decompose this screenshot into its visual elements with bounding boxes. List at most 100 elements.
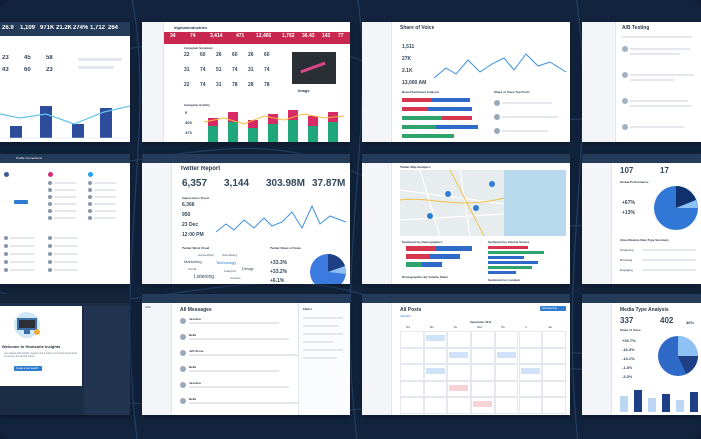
calendar-day[interactable] (423, 347, 448, 365)
calendar-day[interactable] (447, 364, 472, 381)
calendar-day[interactable] (542, 331, 566, 348)
calendar-day[interactable] (400, 331, 424, 348)
profile-name-placeholder[interactable] (94, 182, 116, 184)
scheduled-post[interactable] (496, 351, 516, 358)
profile-name-placeholder[interactable] (54, 261, 78, 263)
calendar-day[interactable] (400, 380, 424, 398)
scheduled-post[interactable] (425, 335, 445, 341)
create-search-button[interactable]: Create a new search (14, 366, 42, 371)
row-values (642, 249, 696, 251)
calendar-day[interactable] (423, 331, 448, 348)
cloud-word: Analytics (224, 269, 237, 273)
profile-name-placeholder[interactable] (54, 217, 76, 219)
scheduled-post[interactable] (449, 384, 469, 391)
stat-value: 1,511 (402, 44, 415, 50)
profile-avatar (88, 188, 92, 192)
panel-profile-connections[interactable]: Profile Connections (0, 154, 130, 284)
schedule-post-button[interactable]: Schedule Post (540, 306, 566, 311)
calendar-day[interactable] (542, 364, 566, 381)
bar (40, 106, 52, 138)
calendar-day[interactable] (518, 380, 543, 398)
panel-all-posts[interactable]: All Posts Schedule Post Calendar Septemb… (362, 294, 570, 415)
message-text[interactable] (189, 322, 279, 324)
message-sender: Bella (189, 365, 197, 369)
calendar-day[interactable] (447, 380, 472, 398)
tab-calendar[interactable]: Calendar (400, 315, 411, 318)
panel-welcome[interactable]: Welcome to Hootsuite Insights Get starte… (0, 294, 130, 415)
scheduled-post[interactable] (449, 351, 469, 358)
calendar-day[interactable] (447, 347, 472, 365)
message-text[interactable] (189, 402, 299, 404)
profile-name-placeholder[interactable] (54, 189, 76, 191)
panel-overview-chart[interactable]: 26.9 1,109 971K 21.2K 274% 1,712 264 23 … (0, 22, 130, 142)
calendar-day[interactable] (494, 397, 519, 414)
calendar-day[interactable] (471, 397, 495, 414)
profile-name-placeholder[interactable] (54, 196, 76, 198)
profile-name-placeholder[interactable] (94, 210, 116, 212)
profile-name-placeholder[interactable] (10, 261, 34, 263)
calendar-day[interactable] (494, 347, 519, 365)
calendar-day[interactable] (471, 347, 495, 365)
calendar-day[interactable] (423, 397, 448, 414)
profile-name-placeholder[interactable] (54, 210, 76, 212)
calendar-day[interactable] (494, 364, 519, 381)
panel-global-performance[interactable]: 107 17 Global Performance +67% +13% Clas… (582, 154, 701, 284)
profile-name-placeholder[interactable] (10, 237, 34, 239)
profile-name-placeholder[interactable] (10, 253, 34, 255)
calendar-day[interactable] (518, 331, 543, 348)
panel-all-messages[interactable]: Inbox All Messages Filters Jasmine Bella J… (142, 294, 350, 415)
calendar-day[interactable] (542, 380, 566, 398)
profile-name-placeholder[interactable] (94, 217, 116, 219)
profile-name-placeholder[interactable] (10, 245, 34, 247)
profile-name-placeholder[interactable] (54, 237, 78, 239)
sidebar-item-inbox[interactable]: Inbox (145, 306, 152, 309)
scheduled-post[interactable] (520, 368, 540, 375)
message-text[interactable] (189, 354, 299, 356)
panel-map-analytics[interactable]: Twitter Map Analytics Sentiment by Demog… (362, 154, 570, 284)
calendar-day[interactable] (423, 364, 448, 381)
calendar-day[interactable] (471, 331, 495, 348)
profile-name-placeholder[interactable] (10, 269, 34, 271)
calendar-day[interactable] (494, 331, 519, 348)
calendar-day[interactable] (518, 397, 543, 414)
profile-name-placeholder[interactable] (54, 203, 76, 205)
panel-media-type[interactable]: Media Type Analysis 337 402 36% Share of… (582, 294, 701, 415)
profile-avatar (4, 268, 8, 272)
calendar-day[interactable] (447, 331, 472, 348)
calendar-day[interactable] (542, 397, 566, 414)
profile-avatar (48, 260, 52, 264)
stat-value: 3,414 (210, 33, 223, 39)
calendar-day[interactable] (518, 364, 543, 381)
calendar-day[interactable] (400, 364, 424, 381)
calendar-day[interactable] (471, 380, 495, 398)
scheduled-post[interactable] (473, 401, 493, 408)
calendar-day[interactable] (494, 380, 519, 398)
profile-avatar (48, 252, 52, 256)
connect-button[interactable] (14, 200, 28, 204)
panel-share-of-voice[interactable]: Share of Voice 1,511 27K 2.1K 13,000 AM … (362, 22, 570, 142)
calendar-day[interactable] (423, 380, 448, 398)
welcome-body: Get started with Insights. Search and mo… (4, 352, 78, 359)
calendar-day[interactable] (471, 364, 495, 381)
profile-name-placeholder[interactable] (54, 253, 78, 255)
metric-number: 60 (24, 67, 31, 73)
calendar-day[interactable] (447, 397, 472, 414)
profile-name-placeholder[interactable] (54, 269, 78, 271)
panel-twitter-report[interactable]: Twitter Report 6,357 3,144 303.98M 37.87… (142, 154, 350, 284)
panel-instagram-report[interactable]: digmanindustries 34 74 3,414 471 12,465 … (142, 22, 350, 142)
calendar-day[interactable] (518, 347, 543, 365)
calendar-day[interactable] (400, 397, 424, 414)
message-text[interactable] (189, 338, 289, 340)
message-text[interactable] (189, 370, 279, 372)
profile-name-placeholder[interactable] (54, 245, 78, 247)
profile-name-placeholder[interactable] (54, 182, 76, 184)
message-text[interactable] (189, 386, 289, 388)
calendar-day[interactable] (400, 347, 424, 365)
panel-ab-testing[interactable]: A/B Testing (582, 22, 701, 142)
profile-name-placeholder[interactable] (94, 203, 116, 205)
profile-name-placeholder[interactable] (94, 196, 116, 198)
scheduled-post[interactable] (425, 368, 445, 375)
calendar-day[interactable] (542, 347, 566, 365)
map-view[interactable] (399, 169, 566, 237)
profile-name-placeholder[interactable] (94, 189, 116, 191)
